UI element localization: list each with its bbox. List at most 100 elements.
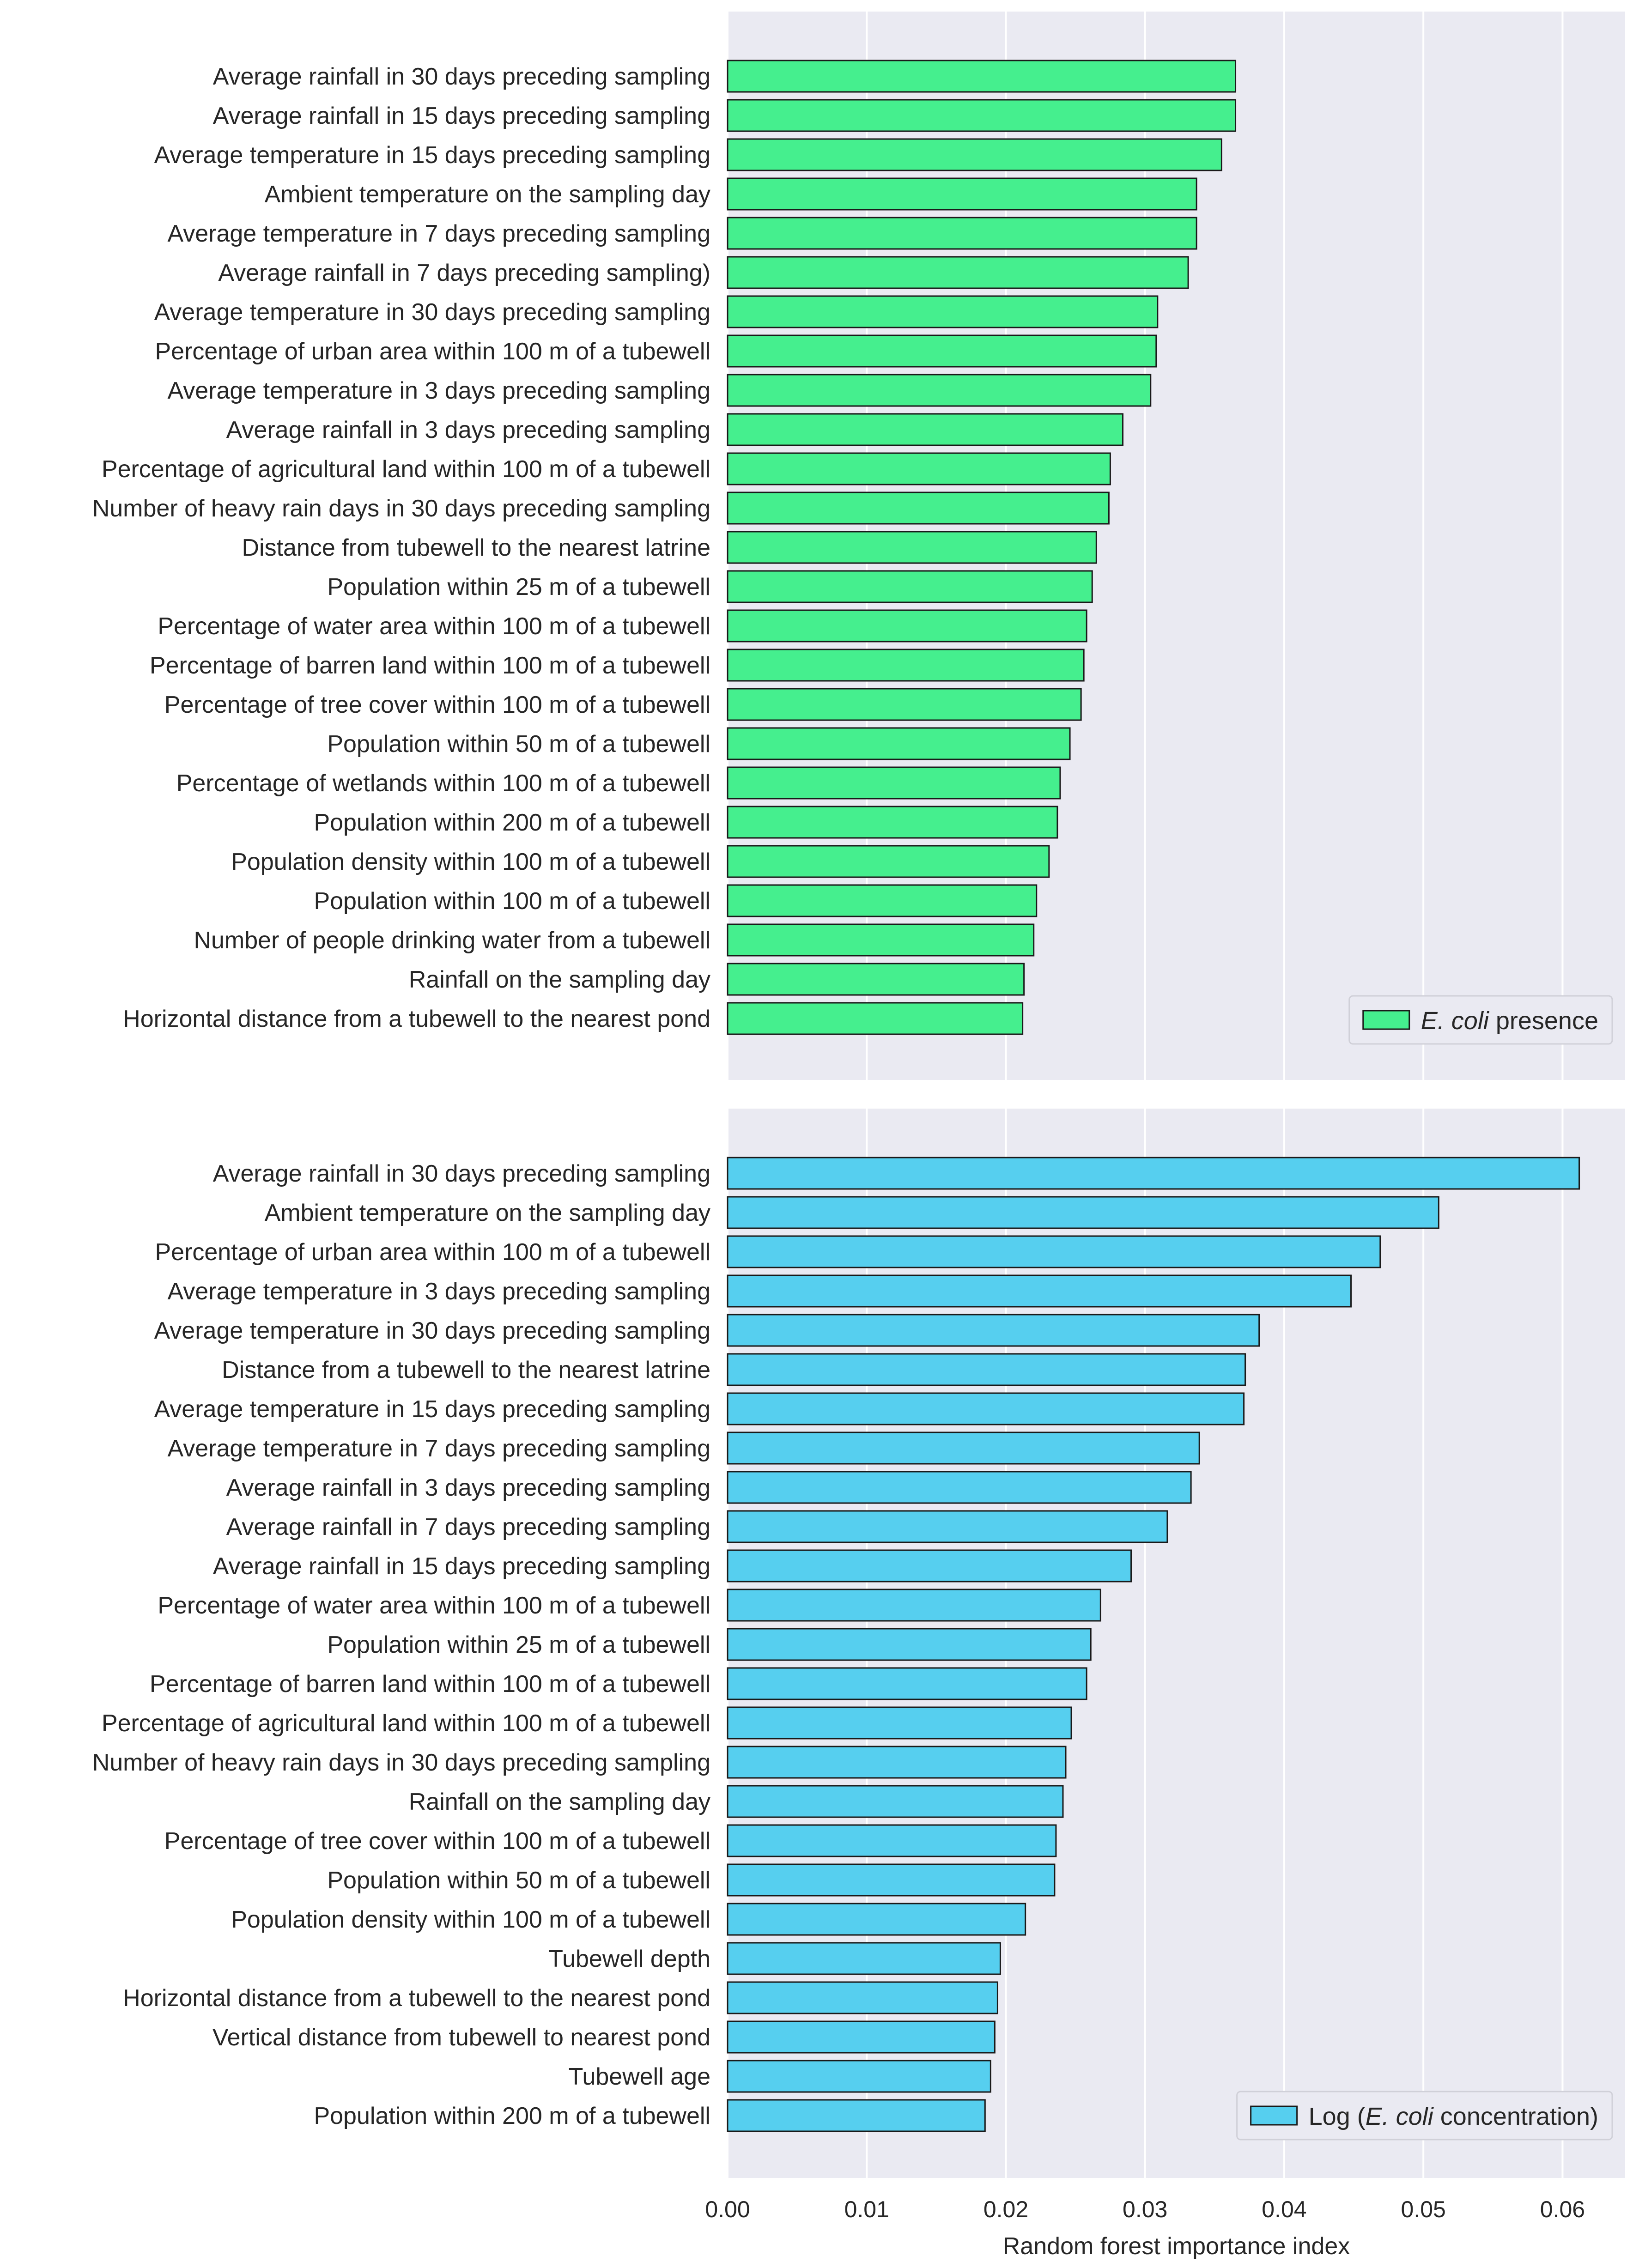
legend: E. coli presence bbox=[1348, 995, 1613, 1045]
bar bbox=[727, 452, 1111, 485]
category-label: Population within 50 m of a tubewell bbox=[327, 731, 710, 758]
bar bbox=[727, 1706, 1072, 1740]
category-label: Number of heavy rain days in 30 days pre… bbox=[92, 495, 710, 522]
bar bbox=[727, 1471, 1192, 1504]
x-tick-label: 0.05 bbox=[1401, 2196, 1446, 2222]
category-label: Population density within 100 m of a tub… bbox=[231, 1906, 710, 1933]
bar bbox=[727, 923, 1035, 957]
bar bbox=[727, 374, 1152, 407]
category-label: Average rainfall in 30 days preceding sa… bbox=[213, 63, 710, 90]
legend-box bbox=[1348, 995, 1613, 1045]
bar bbox=[727, 1785, 1064, 1818]
category-label: Average temperature in 15 days preceding… bbox=[154, 142, 710, 169]
category-label: Average temperature in 30 days preceding… bbox=[154, 1317, 710, 1344]
category-label: Average temperature in 7 days preceding … bbox=[167, 1435, 710, 1462]
legend-swatch bbox=[1362, 1010, 1410, 1030]
x-axis-title: Random forest importance index bbox=[1003, 2233, 1350, 2260]
bar bbox=[727, 60, 1237, 93]
legend-label: E. coli presence bbox=[1421, 1007, 1598, 1035]
bar bbox=[727, 2020, 996, 2054]
category-label: Percentage of urban area within 100 m of… bbox=[155, 1239, 710, 1266]
bar bbox=[727, 570, 1093, 603]
bar bbox=[727, 295, 1159, 328]
x-tick-label: 0.01 bbox=[844, 2196, 889, 2222]
x-tick-label: 0.06 bbox=[1540, 2196, 1585, 2222]
category-label: Ambient temperature on the sampling day bbox=[265, 1200, 710, 1226]
category-label: Tubewell depth bbox=[548, 1946, 710, 1972]
category-label: Percentage of urban area within 100 m of… bbox=[155, 338, 710, 365]
bar bbox=[727, 1431, 1200, 1465]
bar bbox=[727, 1903, 1026, 1936]
bar bbox=[727, 649, 1085, 682]
legend-label: Log (E. coli concentration) bbox=[1309, 2103, 1598, 2130]
bar bbox=[727, 1942, 1001, 1975]
x-tick-label: 0.02 bbox=[983, 2196, 1028, 2222]
bar bbox=[727, 1157, 1580, 1190]
x-tick-label: 0.00 bbox=[705, 2196, 750, 2222]
bar bbox=[727, 727, 1071, 760]
bar bbox=[727, 99, 1237, 132]
category-label: Average temperature in 3 days preceding … bbox=[167, 1278, 710, 1305]
bar bbox=[727, 1746, 1067, 1779]
bar bbox=[727, 1196, 1439, 1229]
category-label: Population within 200 m of a tubewell bbox=[314, 809, 710, 836]
category-label: Rainfall on the sampling day bbox=[409, 966, 710, 993]
category-label: Average rainfall in 7 days preceding sam… bbox=[218, 260, 710, 286]
category-label: Percentage of barren land within 100 m o… bbox=[150, 1671, 710, 1698]
category-label: Average temperature in 7 days preceding … bbox=[167, 220, 710, 247]
bar bbox=[727, 1824, 1057, 1857]
category-label: Average temperature in 15 days preceding… bbox=[154, 1396, 710, 1423]
category-label: Percentage of water area within 100 m of… bbox=[158, 613, 710, 640]
category-label: Average temperature in 30 days preceding… bbox=[154, 299, 710, 326]
bar bbox=[727, 1002, 1024, 1035]
category-label: Population within 50 m of a tubewell bbox=[327, 1867, 710, 1894]
bar bbox=[727, 1628, 1092, 1661]
bar bbox=[727, 688, 1082, 721]
category-label: Percentage of agricultural land within 1… bbox=[102, 1710, 710, 1737]
legend: Log (E. coli concentration) bbox=[1236, 2091, 1613, 2141]
bar bbox=[727, 2099, 986, 2132]
bar bbox=[727, 217, 1197, 250]
bar bbox=[727, 138, 1222, 171]
category-label: Percentage of wetlands within 100 m of a… bbox=[176, 770, 710, 797]
bar bbox=[727, 531, 1097, 564]
panel-ecoli-presence: Average rainfall in 30 days preceding sa… bbox=[92, 12, 1625, 1080]
category-label: Average rainfall in 3 days preceding sam… bbox=[226, 417, 710, 443]
category-label: Average rainfall in 30 days preceding sa… bbox=[213, 1160, 710, 1187]
bar bbox=[727, 806, 1058, 839]
category-label: Population within 100 m of a tubewell bbox=[314, 888, 710, 915]
category-label: Percentage of tree cover within 100 m of… bbox=[164, 1828, 710, 1855]
bar bbox=[727, 1353, 1246, 1386]
category-label: Average rainfall in 15 days preceding sa… bbox=[213, 103, 710, 129]
bar bbox=[727, 1314, 1260, 1347]
category-label: Horizontal distance from a tubewell to t… bbox=[123, 1006, 710, 1032]
bar bbox=[727, 1510, 1168, 1543]
x-tick-label: 0.04 bbox=[1262, 2196, 1306, 2222]
category-label: Average temperature in 3 days preceding … bbox=[167, 377, 710, 404]
bar bbox=[727, 1863, 1056, 1897]
bar bbox=[727, 334, 1157, 368]
category-label: Tubewell age bbox=[569, 2063, 710, 2090]
bar bbox=[727, 609, 1087, 643]
legend-box bbox=[1236, 2091, 1613, 2141]
bar bbox=[727, 1392, 1245, 1425]
category-label: Distance from a tubewell to the nearest … bbox=[222, 1357, 710, 1383]
bar bbox=[727, 1235, 1381, 1268]
bar bbox=[727, 1589, 1101, 1622]
category-label: Number of heavy rain days in 30 days pre… bbox=[92, 1749, 710, 1776]
category-label: Average rainfall in 3 days preceding sam… bbox=[226, 1474, 710, 1501]
bar bbox=[727, 1667, 1087, 1700]
bar bbox=[727, 884, 1038, 917]
category-label: Population within 25 m of a tubewell bbox=[327, 574, 710, 600]
bar bbox=[727, 2060, 991, 2093]
bar bbox=[727, 177, 1197, 211]
category-label: Average rainfall in 15 days preceding sa… bbox=[213, 1553, 710, 1580]
x-tick-label: 0.03 bbox=[1123, 2196, 1167, 2222]
category-label: Average rainfall in 7 days preceding sam… bbox=[226, 1514, 710, 1540]
category-label: Rainfall on the sampling day bbox=[409, 1789, 710, 1815]
category-label: Percentage of tree cover within 100 m of… bbox=[164, 691, 710, 718]
bar bbox=[727, 1549, 1132, 1583]
category-label: Vertical distance from tubewell to neare… bbox=[212, 2024, 710, 2051]
category-label: Ambient temperature on the sampling day bbox=[265, 181, 710, 208]
